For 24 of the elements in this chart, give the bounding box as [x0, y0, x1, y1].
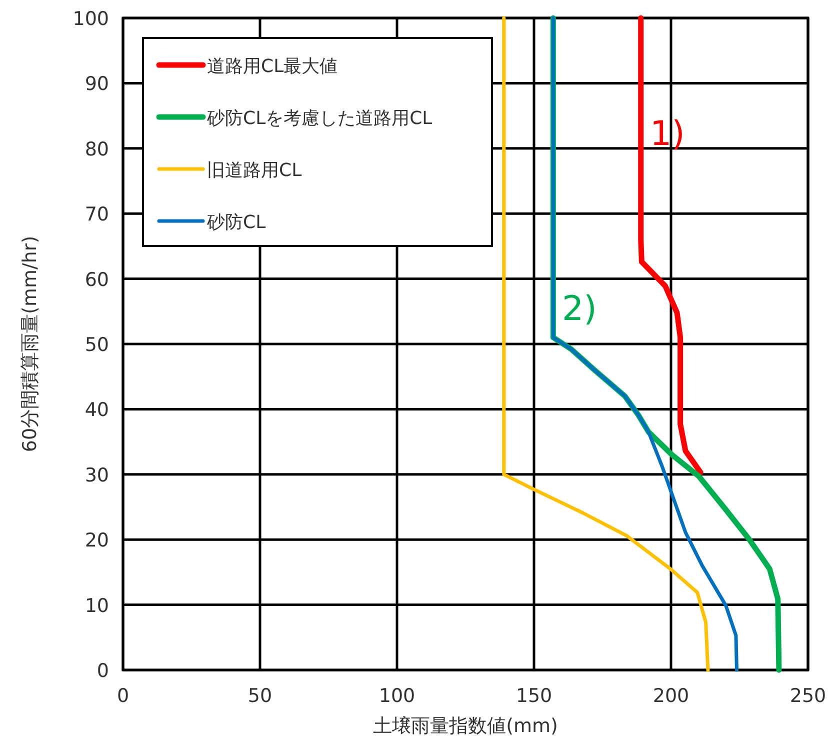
y-tick-label: 80: [84, 138, 109, 160]
x-tick-label: 100: [378, 685, 416, 707]
legend-label: 旧道路用CL: [207, 160, 302, 181]
x-tick-label: 150: [516, 685, 552, 707]
x-tick-label: 0: [116, 685, 130, 707]
y-tick-label: 50: [84, 334, 109, 356]
legend-label: 道路用CL最大値: [207, 56, 338, 77]
legend-label: 砂防CL: [206, 212, 266, 233]
legend-label: 砂防CLを考慮した道路用CL: [206, 108, 432, 129]
y-tick-label: 10: [84, 594, 109, 617]
y-tick-label: 0: [96, 660, 109, 682]
y-tick-label: 20: [84, 530, 109, 552]
y-tick-label: 40: [84, 399, 109, 422]
y-tick-label: 100: [72, 8, 109, 30]
y-tick-label: 60: [84, 268, 109, 291]
y-tick-label: 90: [84, 73, 109, 96]
y-tick-label: 70: [84, 204, 109, 226]
annotation: 2): [562, 289, 597, 329]
y-axis-title: 60分間積算雨量(mm/hr): [19, 236, 41, 452]
x-tick-label: 50: [248, 685, 272, 707]
x-axis-title: 土壌雨量指数値(mm): [373, 715, 558, 737]
y-tick-label: 30: [84, 464, 109, 486]
x-tick-label: 200: [652, 685, 690, 707]
x-tick-label: 250: [790, 685, 826, 707]
